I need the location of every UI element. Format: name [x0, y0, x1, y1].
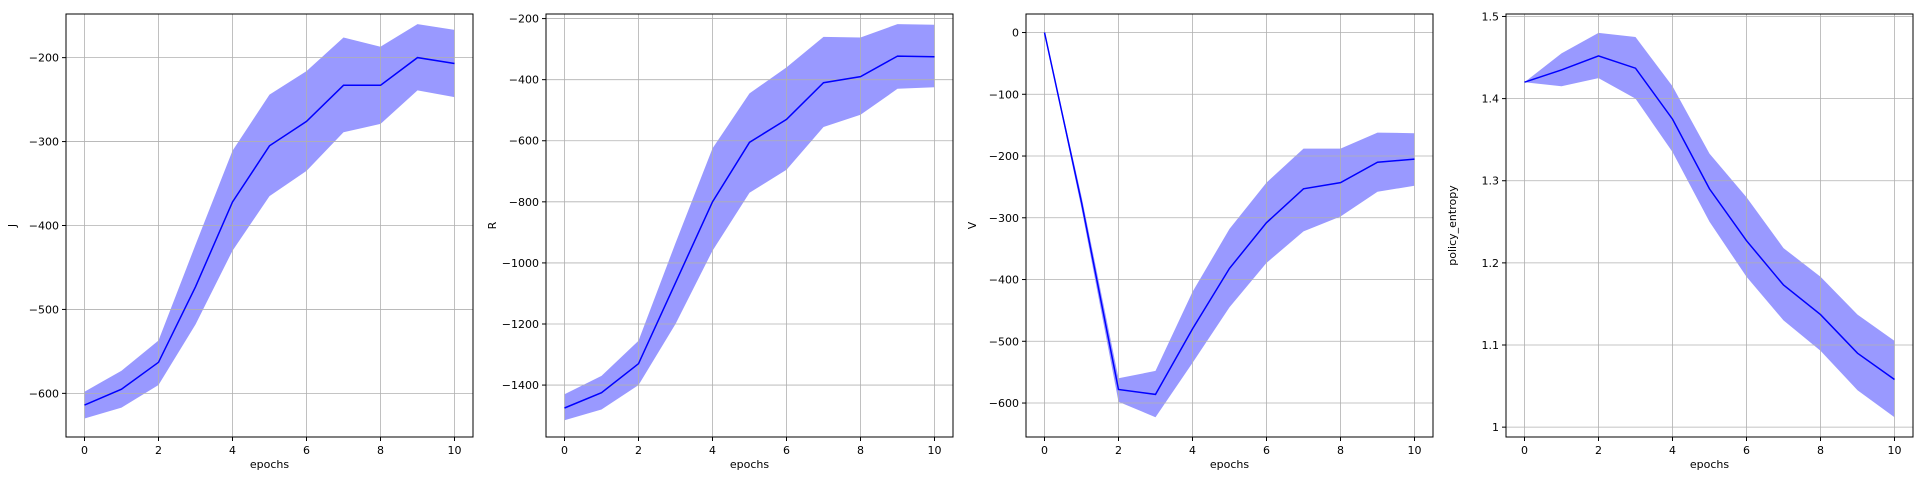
y-tick-label: −200	[989, 150, 1019, 163]
x-axis-label: epochs	[1690, 458, 1729, 471]
y-tick-label: −300	[989, 212, 1019, 225]
y-axis-label: policy_entropy	[1446, 185, 1459, 266]
y-tick-label: −1200	[502, 318, 539, 331]
x-tick-label: 4	[229, 444, 236, 457]
mean-line	[1043, 32, 1415, 396]
x-tick-label: 0	[561, 444, 568, 457]
x-axis-label: epochs	[1210, 458, 1249, 471]
y-axis-label: R	[486, 221, 499, 229]
axes-frame	[545, 13, 954, 438]
x-tick-label: 4	[709, 444, 716, 457]
y-tick-label: 1.4	[1482, 93, 1500, 106]
x-tick-label: 0	[1041, 444, 1048, 457]
x-tick-label: 10	[1408, 444, 1422, 457]
x-axis-label: epochs	[250, 458, 289, 471]
x-axis-label: epochs	[730, 458, 769, 471]
x-tick-label: 10	[1888, 444, 1902, 457]
x-tick-label: 4	[1669, 444, 1676, 457]
chart-panel-3: 0 2 4 6 8 10 −600 −500 −400 −300 −200 −100 0 epochs V	[966, 13, 1434, 471]
x-tick-label: 0	[1521, 444, 1528, 457]
x-tick-label: 2	[635, 444, 642, 457]
x-tick-label: 6	[783, 444, 790, 457]
y-tick-label: 1.1	[1482, 339, 1500, 352]
x-tick-label: 8	[377, 444, 384, 457]
y-tick-label: 1.5	[1482, 10, 1500, 23]
y-tick-label: −200	[29, 52, 59, 65]
x-tick-label: 6	[1263, 444, 1270, 457]
y-tick-label: −800	[509, 196, 539, 209]
x-tick-label: 4	[1189, 444, 1196, 457]
y-axis-label: J	[6, 224, 19, 228]
chart-panel-2: 0 2 4 6 8 10 −1400 −1200 −1000 −800 −600 −400 −200 ep…	[486, 13, 954, 471]
y-tick-label: 1.2	[1482, 257, 1500, 270]
y-tick-label: −300	[29, 136, 59, 149]
x-tick-label: 6	[1743, 444, 1750, 457]
x-tick-label: 8	[1337, 444, 1344, 457]
y-tick-label: −400	[509, 74, 539, 87]
confidence-band	[1524, 32, 1895, 418]
x-tick-label: 10	[448, 444, 462, 457]
chart-panel-1: 0 2 4 6 8 10 −600 −500 −400 −300 −200 epochs J	[6, 13, 474, 471]
axes-frame	[1025, 13, 1434, 438]
axes-frame	[1505, 13, 1914, 438]
x-tick-label: 0	[81, 444, 88, 457]
y-tick-label: 1.3	[1482, 175, 1500, 188]
y-tick-label: −1000	[502, 257, 539, 270]
y-tick-label: −600	[989, 397, 1019, 410]
y-tick-label: 1	[1492, 421, 1499, 434]
y-tick-label: −400	[29, 220, 59, 233]
mean-line	[84, 56, 455, 406]
x-tick-label: 6	[303, 444, 310, 457]
y-tick-label: −100	[989, 88, 1019, 101]
confidence-band	[564, 24, 935, 421]
y-tick-label: 0	[1012, 27, 1019, 40]
y-axis-label: V	[966, 221, 979, 229]
y-tick-label: −400	[989, 274, 1019, 287]
y-tick-label: −600	[509, 135, 539, 148]
x-tick-label: 2	[155, 444, 162, 457]
x-tick-label: 2	[1595, 444, 1602, 457]
y-tick-label: −1400	[502, 379, 539, 392]
y-tick-label: −600	[29, 387, 59, 400]
confidence-band	[84, 24, 455, 419]
x-tick-label: 8	[857, 444, 864, 457]
x-tick-label: 8	[1817, 444, 1824, 457]
mean-line	[564, 55, 935, 409]
chart-panel-4: 0 2 4 6 8 10 1 1.1 1.2 1.3 1.4 1.5 epochs policy_entr…	[1446, 10, 1914, 471]
mean-line	[1524, 55, 1895, 381]
x-tick-label: 10	[928, 444, 942, 457]
confidence-band	[1044, 32, 1415, 418]
y-tick-label: −500	[29, 303, 59, 316]
y-tick-label: −500	[989, 335, 1019, 348]
y-tick-label: −200	[509, 13, 539, 26]
x-tick-label: 2	[1115, 444, 1122, 457]
